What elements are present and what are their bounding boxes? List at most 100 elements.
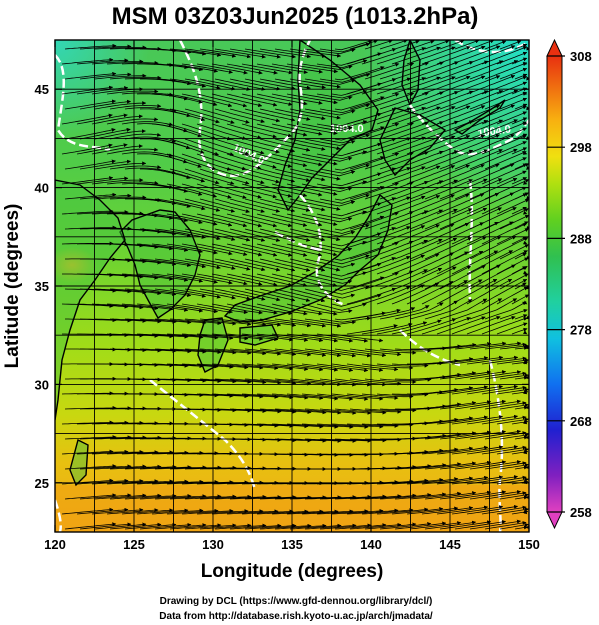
- streamline: [121, 151, 174, 158]
- streamline: [319, 73, 371, 83]
- streamline: [514, 375, 529, 380]
- streamline: [229, 138, 280, 154]
- streamline: [439, 298, 488, 320]
- streamline: [484, 208, 529, 230]
- streamline: [469, 60, 519, 80]
- streamline: [409, 150, 459, 170]
- streamline: [136, 508, 189, 515]
- streamline: [484, 179, 529, 200]
- streamline: [244, 78, 296, 91]
- streamline: [421, 164, 470, 185]
- streamline: [499, 244, 529, 260]
- streamline: [259, 495, 312, 500]
- streamline: [271, 183, 323, 197]
- streamline: [169, 138, 219, 156]
- streamline: [451, 414, 503, 425]
- y-tick-label: 40: [35, 181, 49, 196]
- streamline: [499, 157, 527, 170]
- streamline: [451, 75, 501, 95]
- streamline: [499, 373, 529, 380]
- streamline: [361, 196, 411, 215]
- contour-line-8: [399, 329, 461, 367]
- streamline: [106, 147, 159, 155]
- streamline: [199, 523, 252, 530]
- streamline: [391, 136, 441, 155]
- streamline: [274, 198, 326, 212]
- streamline: [229, 198, 280, 213]
- streamline: [79, 127, 131, 140]
- streamline: [196, 243, 248, 256]
- contour-line-2: [55, 54, 111, 152]
- streamline: [304, 523, 357, 530]
- streamline: [304, 348, 357, 358]
- streamline: [166, 93, 218, 107]
- streamline: [244, 138, 296, 153]
- streamline: [484, 491, 527, 500]
- streamline: [514, 73, 528, 80]
- streamline: [154, 318, 207, 325]
- streamline: [466, 134, 515, 155]
- streamline: [166, 480, 219, 485]
- streamline: [409, 40, 435, 50]
- streamline: [94, 288, 147, 295]
- streamline: [91, 450, 144, 455]
- streamline: [379, 151, 429, 170]
- streamline: [199, 138, 250, 156]
- streamline: [229, 288, 281, 302]
- streamline: [199, 494, 252, 500]
- streamline: [481, 317, 528, 335]
- streamline: [469, 119, 518, 140]
- streamline: [421, 386, 474, 395]
- streamline: [79, 99, 131, 110]
- streamline: [289, 138, 341, 151]
- streamline: [151, 123, 202, 138]
- streamline: [334, 185, 385, 201]
- streamline: [184, 288, 236, 300]
- streamline: [199, 348, 252, 355]
- streamline: [409, 402, 462, 410]
- streamline: [226, 363, 279, 371]
- streamline: [79, 72, 132, 80]
- streamline: [79, 288, 132, 294]
- streamline: [484, 62, 528, 80]
- streamline: [451, 316, 501, 335]
- streamline: [439, 60, 489, 80]
- streamline: [514, 223, 527, 230]
- streamline: [271, 363, 324, 372]
- colorbar-body: [546, 55, 563, 513]
- streamline: [421, 446, 474, 455]
- streamline: [286, 63, 338, 74]
- streamline: [169, 78, 221, 90]
- streamline: [181, 63, 233, 74]
- streamline: [181, 393, 234, 398]
- streamline: [301, 93, 353, 101]
- streamline: [121, 479, 174, 485]
- streamline: [91, 508, 144, 515]
- streamline: [319, 438, 372, 443]
- streamline: [316, 150, 368, 160]
- streamline: [286, 243, 338, 257]
- streamline: [124, 107, 177, 113]
- x-tick-label: 140: [360, 537, 382, 552]
- streamline: [259, 288, 311, 302]
- x-axis-ticks: 120 125 130 135 140 145 150: [44, 40, 540, 552]
- streamline: [151, 243, 203, 254]
- streamline: [364, 40, 393, 50]
- streamline: [121, 273, 174, 281]
- streamline: [256, 363, 309, 371]
- streamline: [154, 48, 207, 56]
- streamline: [124, 288, 177, 297]
- streamline: [151, 153, 202, 168]
- streamline: [259, 78, 311, 90]
- streamline: [304, 228, 356, 237]
- streamline: [154, 465, 207, 470]
- streamline: [379, 406, 432, 411]
- streamline: [304, 78, 356, 85]
- streamline: [289, 258, 341, 272]
- streamline: [154, 288, 206, 298]
- streamline: [481, 278, 528, 305]
- streamline: [199, 228, 251, 242]
- streamline: [481, 75, 528, 95]
- streamline: [229, 348, 282, 356]
